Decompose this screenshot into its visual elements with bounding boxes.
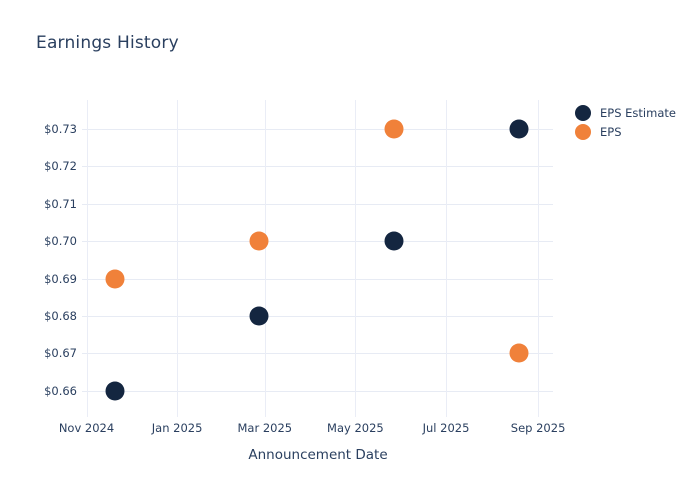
- gridline-vertical: [538, 100, 540, 417]
- y-tick-label: $0.70: [44, 234, 77, 249]
- legend-item-eps[interactable]: EPS: [575, 124, 676, 140]
- gridline-vertical: [446, 100, 447, 417]
- x-tick-label: Jan 2025: [151, 421, 203, 435]
- y-tick-label: $0.71: [44, 196, 77, 211]
- gridline-vertical: [264, 100, 266, 417]
- gridline-vertical: [355, 100, 357, 417]
- gridline-vertical: [177, 100, 179, 417]
- y-tick-label: $0.68: [44, 309, 77, 323]
- y-tick-label: $0.67: [44, 346, 77, 361]
- data-point-eps-estimate[interactable]: [249, 306, 269, 326]
- data-point-eps-estimate[interactable]: [384, 231, 404, 251]
- legend-item-eps-estimate[interactable]: EPS Estimate: [575, 105, 676, 121]
- legend: EPS Estimate EPS: [575, 105, 676, 140]
- gridline-horizontal: [82, 166, 553, 168]
- y-tick-label: $0.66: [44, 383, 77, 398]
- chart-title: Earnings History: [36, 33, 179, 53]
- legend-label: EPS: [600, 125, 622, 139]
- data-point-eps[interactable]: [384, 119, 404, 139]
- y-tick-label: $0.73: [44, 121, 77, 136]
- gridline-horizontal: [82, 390, 553, 392]
- gridline-horizontal: [82, 278, 553, 280]
- x-tick-label: Mar 2025: [237, 421, 293, 435]
- gridline-horizontal: [82, 316, 553, 317]
- x-tick-label: Nov 2024: [58, 421, 115, 435]
- legend-label: EPS Estimate: [600, 106, 676, 120]
- x-tick-label: Sep 2025: [510, 421, 566, 435]
- data-point-eps-estimate[interactable]: [509, 119, 529, 139]
- data-point-eps[interactable]: [249, 231, 269, 251]
- gridline-vertical: [86, 100, 88, 417]
- x-tick-label: Jul 2025: [422, 421, 470, 435]
- data-point-eps[interactable]: [105, 269, 125, 289]
- y-tick-label: $0.69: [44, 271, 77, 286]
- gridline-horizontal: [82, 128, 553, 130]
- legend-marker-eps-icon: [575, 124, 591, 140]
- gridline-horizontal: [82, 353, 553, 355]
- gridline-horizontal: [82, 203, 553, 205]
- plot-area[interactable]: [82, 99, 553, 417]
- data-point-eps[interactable]: [509, 343, 529, 363]
- gridline-horizontal: [82, 241, 553, 243]
- legend-marker-eps-estimate-icon: [575, 105, 591, 121]
- y-tick-label: $0.72: [44, 159, 77, 174]
- x-axis-title: Announcement Date: [248, 447, 388, 463]
- x-tick-label: May 2025: [327, 421, 384, 435]
- data-point-eps-estimate[interactable]: [105, 381, 125, 401]
